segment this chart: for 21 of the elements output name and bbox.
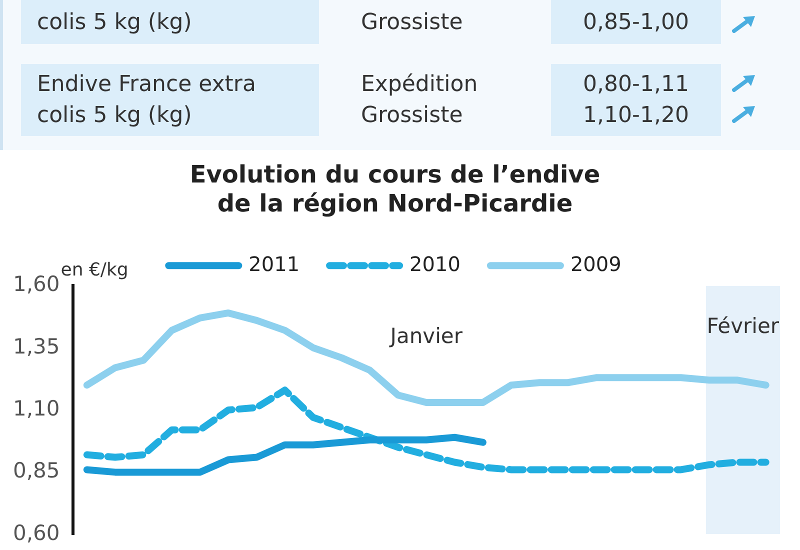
text: 0,85-1,00 [551,0,721,44]
y-tick-label: 0,60 [12,520,60,545]
legend-label: 2009 [570,252,622,276]
y-tick-label: 0,85 [12,458,60,483]
text: Grossiste [361,9,463,37]
text: colis 5 kg (kg) [37,103,192,128]
annotation: Février [706,314,780,338]
text: Grossiste [361,103,463,128]
chart-title: Evolution du cours de l’endive de la région Nord-Picardie [190,160,600,218]
y-tick-label: 1,10 [12,396,60,420]
text: Endive France extra [37,72,256,97]
text: colis 5 kg (kg) [21,0,319,44]
legend-label: 2010 [410,252,460,276]
text: 0,80-1,11 [583,72,689,97]
y-tick-label: 1,60 [12,272,60,296]
y-axis-title: en €/kg [60,259,128,280]
annotation: Janvier [388,324,463,348]
text: Expédition [361,72,478,97]
y-tick-label: 1,35 [12,334,60,358]
text: 1,10-1,20 [583,103,689,128]
legend-label: 2011 [248,252,300,276]
